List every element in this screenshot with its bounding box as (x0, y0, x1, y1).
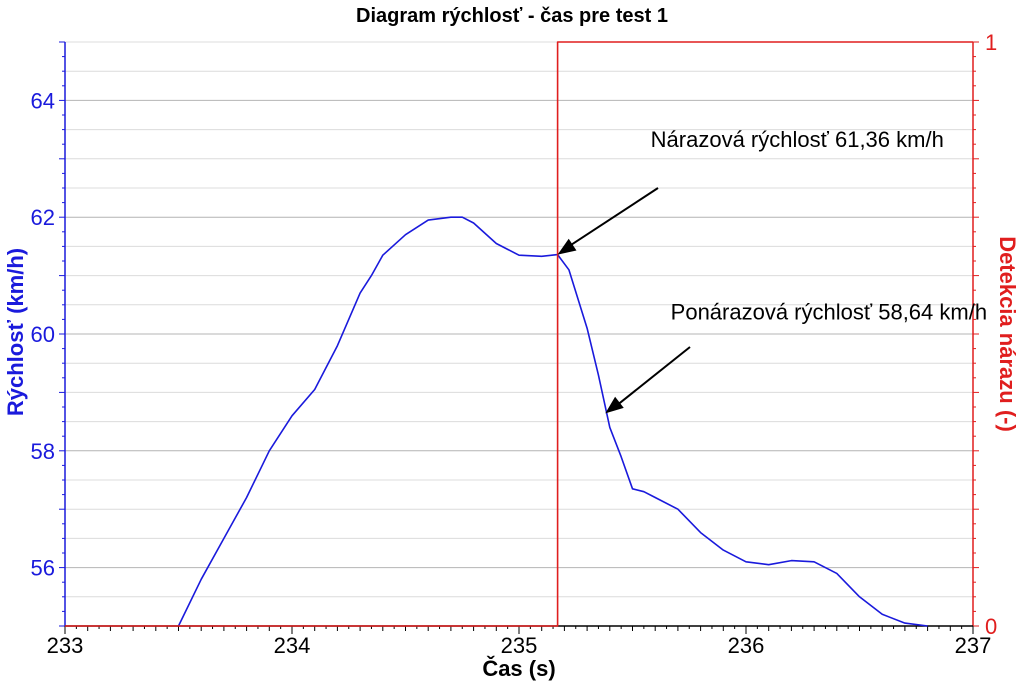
x-tick-label: 234 (274, 633, 311, 658)
annotation-arrowhead (605, 396, 624, 414)
x-tick-label: 236 (728, 633, 765, 658)
y-tick-label: 58 (31, 439, 55, 464)
annotation-label: Nárazová rýchlosť 61,36 km/h (651, 127, 944, 152)
y-tick-label: 64 (31, 88, 55, 113)
x-tick-label: 235 (501, 633, 538, 658)
chart-title: Diagram rýchlosť - čas pre test 1 (356, 5, 668, 27)
chart-marks: Nárazová rýchlosť 61,36 km/h Ponárazová r… (65, 41, 987, 627)
y-tick-label: 62 (31, 205, 55, 230)
tick-labels: 233 234 235 236 237 56 58 60 62 64 0 1 (31, 30, 998, 658)
y2-tick-label: 1 (985, 30, 997, 55)
speed-line (177, 216, 928, 627)
x-tick-label: 237 (955, 633, 992, 658)
x-axis-label: Čas (s) (482, 656, 555, 681)
y2-tick-label: 0 (985, 614, 997, 639)
y-tick-label: 60 (31, 322, 55, 347)
annotation-arrow (571, 187, 659, 246)
x-tick-label: 233 (47, 633, 84, 658)
y-axis-label: Rýchlosť (km/h) (3, 248, 28, 416)
annotation-label: Ponárazová rýchlosť 58,64 km/h (671, 299, 987, 324)
annotation-arrow (618, 346, 691, 405)
impact-detection-line (65, 41, 973, 627)
y-tick-label: 56 (31, 556, 55, 581)
y2-axis-label: Detekcia nárazu (-) (995, 236, 1020, 432)
annotation-arrowhead (557, 238, 577, 255)
